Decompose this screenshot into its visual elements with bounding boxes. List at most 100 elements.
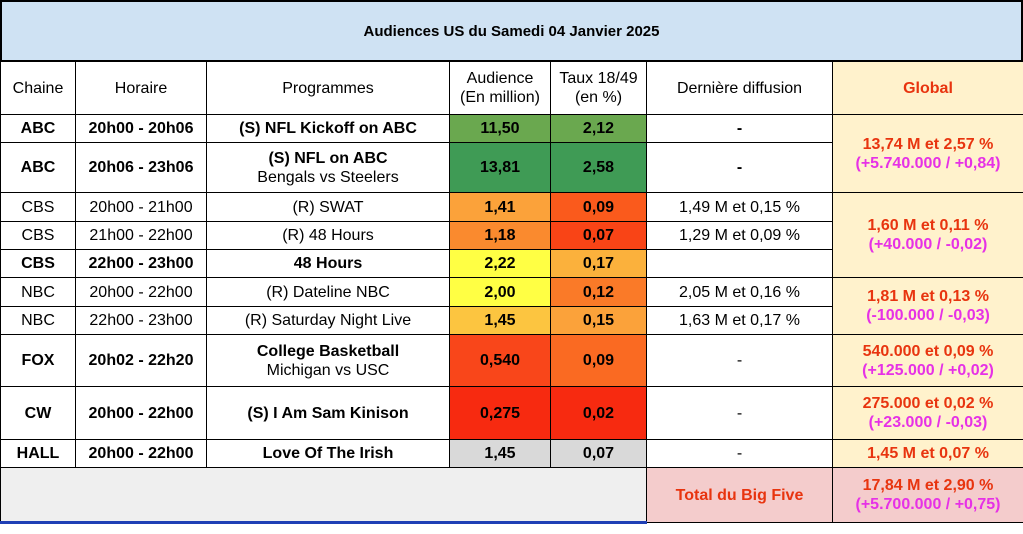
cell-programme: Love Of The Irish [206, 439, 450, 468]
cell-derniere: - [646, 114, 833, 143]
header-row: Chaine Horaire Programmes Audience (En m… [0, 61, 1023, 115]
table-row: NBC 20h00 - 22h00 (R) Dateline NBC 2,00 … [0, 277, 1023, 335]
cell-audience: 1,45 [449, 439, 551, 468]
table-row: CBS 20h00 - 21h00 (R) SWAT 1,41 0,09 1,4… [0, 192, 1023, 278]
cell-programme-subtitle: Bengals vs Steelers [257, 168, 399, 186]
cell-audience: 2,22 [449, 249, 551, 278]
cell-programme: (S) NFL on ABC Bengals vs Steelers [206, 142, 450, 193]
footer-empty-area [0, 467, 647, 524]
cell-derniere: - [646, 386, 833, 440]
global-abc-delta: (+5.740.000 / +0,84) [855, 154, 1001, 172]
cell-horaire: 22h00 - 23h00 [75, 306, 207, 335]
table-row: CW 20h00 - 22h00 (S) I Am Sam Kinison 0,… [0, 386, 1023, 440]
cell-derniere: 2,05 M et 0,16 % [646, 277, 833, 307]
table-row: CBS 22h00 - 23h00 48 Hours 2,22 0,17 [0, 249, 1023, 278]
cell-programme: (S) I Am Sam Kinison [206, 386, 450, 440]
cell-chaine: NBC [0, 277, 76, 307]
cell-chaine: CW [0, 386, 76, 440]
global-fox-total: 540.000 et 0,09 % [862, 342, 994, 360]
cell-derniere: 1,49 M et 0,15 % [646, 192, 833, 222]
header-global: Global [832, 61, 1023, 115]
cell-taux: 0,02 [550, 386, 647, 440]
cell-horaire: 22h00 - 23h00 [75, 249, 207, 278]
global-nbc-delta: (-100.000 / -0,03) [866, 307, 990, 324]
cell-taux: 0,17 [550, 249, 647, 278]
global-nbc: 1,81 M et 0,13 % (-100.000 / -0,03) [832, 277, 1023, 335]
cell-chaine: CBS [0, 221, 76, 250]
cell-chaine: CBS [0, 249, 76, 278]
cell-taux: 2,12 [550, 114, 647, 143]
cell-programme: (R) 48 Hours [206, 221, 450, 250]
header-chaine: Chaine [0, 61, 76, 115]
cell-audience: 11,50 [449, 114, 551, 143]
global-abc: 13,74 M et 2,57 % (+5.740.000 / +0,84) [832, 114, 1023, 193]
cell-programme: (S) NFL Kickoff on ABC [206, 114, 450, 143]
header-taux-line1: Taux 18/49 [559, 70, 638, 87]
cell-taux: 2,58 [550, 142, 647, 193]
cell-taux: 0,12 [550, 277, 647, 307]
cell-audience: 1,41 [449, 192, 551, 222]
cell-programme: College Basketball Michigan vs USC [206, 334, 450, 387]
header-taux: Taux 18/49 (en %) [550, 61, 647, 115]
cell-horaire: 20h00 - 22h00 [75, 277, 207, 307]
cell-audience: 1,18 [449, 221, 551, 250]
global-cw: 275.000 et 0,02 % (+23.000 / -0,03) [832, 386, 1023, 440]
header-derniere: Dernière diffusion [646, 61, 833, 115]
cell-taux: 0,09 [550, 334, 647, 387]
cell-programme-subtitle: Michigan vs USC [266, 361, 390, 379]
audience-table: Chaine Horaire Programmes Audience (En m… [0, 61, 1023, 524]
cell-horaire: 20h02 - 22h20 [75, 334, 207, 387]
global-cbs: 1,60 M et 0,11 % (+40.000 / -0,02) [832, 192, 1023, 278]
cell-programme-title: (S) NFL on ABC [268, 149, 388, 167]
header-audience: Audience (En million) [449, 61, 551, 115]
sheet-title: Audiences US du Samedi 04 Janvier 2025 [0, 0, 1023, 62]
table-row: HALL 20h00 - 22h00 Love Of The Irish 1,4… [0, 439, 1023, 468]
footer-total-value: 17,84 M et 2,90 % [862, 477, 994, 494]
cell-programme: (R) SWAT [206, 192, 450, 222]
cell-audience: 2,00 [449, 277, 551, 307]
cell-horaire: 20h00 - 20h06 [75, 114, 207, 143]
cell-derniere: - [646, 142, 833, 193]
global-cw-total: 275.000 et 0,02 % [862, 395, 994, 412]
table-row: CBS 21h00 - 22h00 (R) 48 Hours 1,18 0,07… [0, 221, 1023, 250]
cell-programme: (R) Saturday Night Live [206, 306, 450, 335]
global-fox: 540.000 et 0,09 % (+125.000 / +0,02) [832, 334, 1023, 387]
header-audience-line1: Audience [466, 70, 534, 87]
cell-taux: 0,15 [550, 306, 647, 335]
global-fox-delta: (+125.000 / +0,02) [862, 361, 994, 379]
cell-programme: (R) Dateline NBC [206, 277, 450, 307]
global-hall: 1,45 M et 0,07 % [832, 439, 1023, 468]
global-cbs-total: 1,60 M et 0,11 % [867, 217, 989, 234]
table-row: ABC 20h06 - 23h06 (S) NFL on ABC Bengals… [0, 142, 1023, 193]
cell-horaire: 20h00 - 22h00 [75, 386, 207, 440]
cell-taux: 0,07 [550, 221, 647, 250]
cell-derniere [646, 249, 833, 278]
global-cw-delta: (+23.000 / -0,03) [868, 414, 988, 431]
global-hall-total: 1,45 M et 0,07 % [867, 445, 989, 462]
cell-horaire: 20h06 - 23h06 [75, 142, 207, 193]
cell-derniere: - [646, 439, 833, 468]
cell-programme: 48 Hours [206, 249, 450, 278]
footer-row: Total du Big Five 17,84 M et 2,90 % (+5.… [0, 467, 1023, 524]
table-row: ABC 20h00 - 20h06 (S) NFL Kickoff on ABC… [0, 114, 1023, 193]
footer-label: Total du Big Five [646, 467, 833, 523]
cell-chaine: FOX [0, 334, 76, 387]
header-taux-line2: (en %) [574, 89, 623, 106]
footer-total: 17,84 M et 2,90 % (+5.700.000 / +0,75) [832, 467, 1023, 523]
cell-programme-title: College Basketball [256, 342, 400, 360]
header-audience-line2: (En million) [459, 89, 540, 106]
table-row: NBC 22h00 - 23h00 (R) Saturday Night Liv… [0, 306, 1023, 335]
cell-derniere: 1,29 M et 0,09 % [646, 221, 833, 250]
cell-chaine: ABC [0, 114, 76, 143]
cell-audience: 13,81 [449, 142, 551, 193]
cell-audience: 0,540 [449, 334, 551, 387]
global-abc-total: 13,74 M et 2,57 % [862, 135, 994, 153]
footer-total-delta: (+5.700.000 / +0,75) [855, 496, 1001, 513]
table-row: FOX 20h02 - 22h20 College Basketball Mic… [0, 334, 1023, 387]
cell-derniere: 1,63 M et 0,17 % [646, 306, 833, 335]
global-nbc-total: 1,81 M et 0,13 % [867, 288, 989, 305]
cell-audience: 0,275 [449, 386, 551, 440]
cell-taux: 0,09 [550, 192, 647, 222]
cell-chaine: HALL [0, 439, 76, 468]
